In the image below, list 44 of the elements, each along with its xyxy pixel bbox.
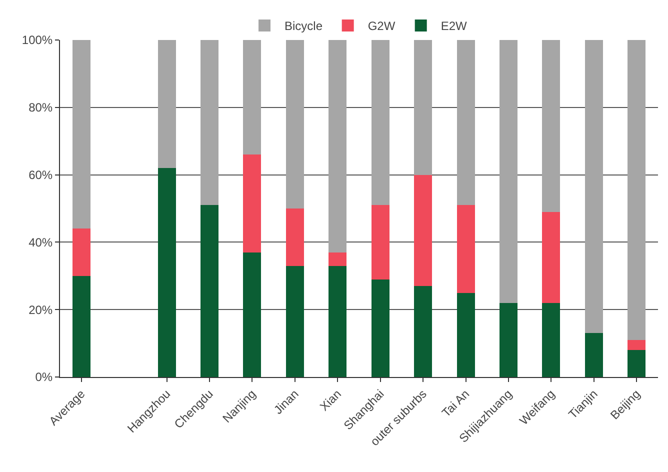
bar [72, 276, 90, 377]
bar [371, 205, 390, 280]
bar [456, 205, 475, 293]
bar [414, 174, 432, 286]
y-tick-label: 0% [35, 370, 53, 384]
bar [414, 40, 432, 175]
y-tick-label: 40% [28, 235, 53, 250]
bar [158, 40, 176, 168]
y-tick-label: 60% [28, 168, 53, 182]
bar [286, 40, 304, 208]
bar [628, 350, 646, 377]
bar [500, 302, 518, 377]
bar [328, 40, 347, 252]
y-tick-label: 20% [28, 302, 53, 317]
bar [542, 302, 560, 377]
bar [72, 40, 90, 229]
bar [72, 228, 90, 276]
bar [500, 40, 518, 303]
bar [286, 266, 304, 377]
bar [286, 208, 304, 266]
bar [456, 292, 475, 377]
legend-label: E2W [440, 19, 468, 34]
bar [414, 286, 432, 377]
bar [456, 40, 475, 206]
bar [542, 212, 560, 303]
bar [243, 154, 262, 252]
bar [158, 168, 176, 377]
bar [628, 40, 646, 340]
bar [328, 266, 347, 377]
bar [371, 40, 390, 206]
bar [584, 333, 603, 377]
bar [371, 279, 390, 377]
bar [243, 252, 262, 377]
bar [628, 340, 646, 350]
bar [328, 252, 347, 266]
bar [200, 40, 218, 206]
legend-label: G2W [368, 19, 396, 34]
legend-label: Bicycle [284, 19, 323, 34]
y-tick-label: 100% [22, 33, 53, 48]
bar [584, 40, 603, 334]
bar [542, 40, 560, 212]
y-tick-label: 80% [28, 100, 53, 115]
bar [200, 205, 218, 377]
bar [243, 40, 262, 155]
